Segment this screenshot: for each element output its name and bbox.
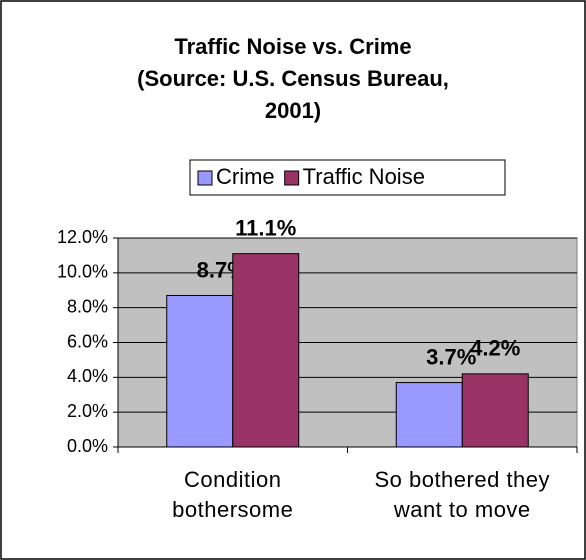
bar xyxy=(395,382,463,448)
data-label: 4.2% xyxy=(470,336,520,361)
legend-label: Crime xyxy=(216,164,275,189)
legend-box xyxy=(189,159,506,196)
legend-swatch xyxy=(284,170,300,186)
bar xyxy=(166,294,234,448)
y-tick-label: 6.0% xyxy=(67,331,108,351)
y-tick-label: 2.0% xyxy=(67,401,108,421)
y-tick-label: 10.0% xyxy=(57,262,108,282)
y-tick-label: 4.0% xyxy=(67,366,108,386)
legend-label: Traffic Noise xyxy=(303,164,425,189)
y-tick-label: 8.0% xyxy=(67,296,108,316)
y-tick-label: 0.0% xyxy=(67,436,108,456)
chart-title: 2001) xyxy=(265,98,321,123)
x-tick-label: So bothered they want to move xyxy=(374,467,551,522)
bar xyxy=(461,373,529,448)
data-label: 3.7% xyxy=(426,344,476,369)
data-label: 11.1% xyxy=(235,215,296,240)
legend-swatch xyxy=(197,170,213,186)
bar xyxy=(232,253,300,448)
chart-title: (Source: U.S. Census Bureau, xyxy=(137,66,449,91)
y-tick-label: 12.0% xyxy=(57,227,108,247)
x-tick-label: Condition bothersome xyxy=(172,467,294,522)
chart-title: Traffic Noise vs. Crime xyxy=(174,34,411,59)
